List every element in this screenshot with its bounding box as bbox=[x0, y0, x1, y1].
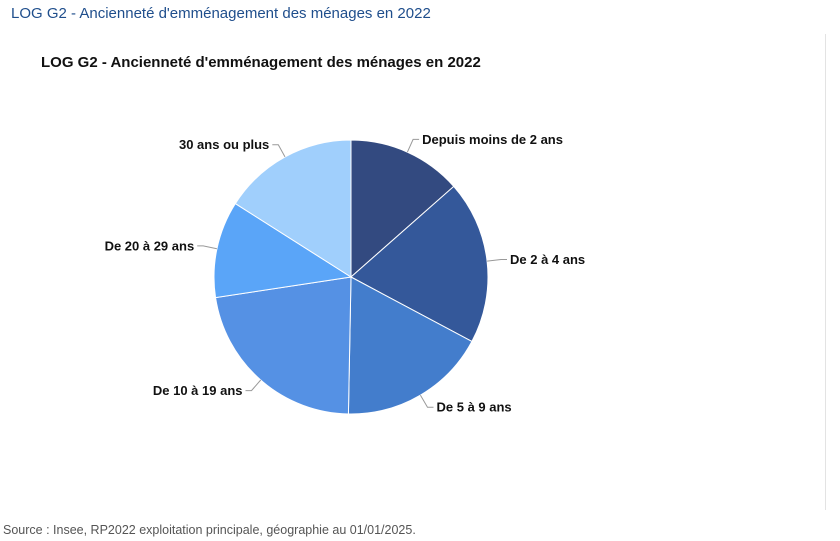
label-leaders bbox=[197, 138, 507, 408]
pie-slice-depuis-moins-de-2-ans[interactable] bbox=[350, 139, 455, 279]
leader-line-depuis-moins-de-2-ans bbox=[406, 138, 420, 153]
leader-line-30-ans-ou-plus bbox=[272, 144, 286, 158]
slice-label-de-20-a-29-ans: De 20 à 29 ans bbox=[105, 238, 195, 253]
slice-label-depuis-moins-de-2-ans: Depuis moins de 2 ans bbox=[422, 132, 563, 147]
chart-title: LOG G2 - Ancienneté d'emménagement des m… bbox=[41, 54, 481, 71]
slice-label-de-2-a-4-ans: De 2 à 4 ans bbox=[510, 252, 585, 267]
leader-line-de-10-a-19-ans bbox=[245, 379, 262, 392]
slice-label-de-5-a-9-ans: De 5 à 9 ans bbox=[437, 400, 512, 415]
leader-line-de-5-a-9-ans bbox=[419, 394, 434, 408]
pie-slices bbox=[213, 139, 489, 415]
pie-slice-30-ans-ou-plus[interactable] bbox=[234, 139, 352, 278]
source-note: Source : Insee, RP2022 exploitation prin… bbox=[3, 523, 416, 537]
pie-slice-de-20-a-29-ans[interactable] bbox=[213, 202, 353, 299]
slice-label-30-ans-ou-plus: 30 ans ou plus bbox=[179, 137, 269, 152]
pie-slice-de-2-a-4-ans[interactable] bbox=[350, 185, 489, 343]
chart-frame bbox=[0, 34, 826, 510]
leader-line-de-2-a-4-ans bbox=[487, 259, 507, 262]
leader-line-de-20-a-29-ans bbox=[197, 245, 218, 250]
slice-label-de-10-a-19-ans: De 10 à 19 ans bbox=[153, 383, 243, 398]
page-heading: LOG G2 - Ancienneté d'emménagement des m… bbox=[11, 5, 431, 22]
slice-labels: Depuis moins de 2 ans De 2 à 4 ans De 5 à … bbox=[105, 132, 586, 415]
